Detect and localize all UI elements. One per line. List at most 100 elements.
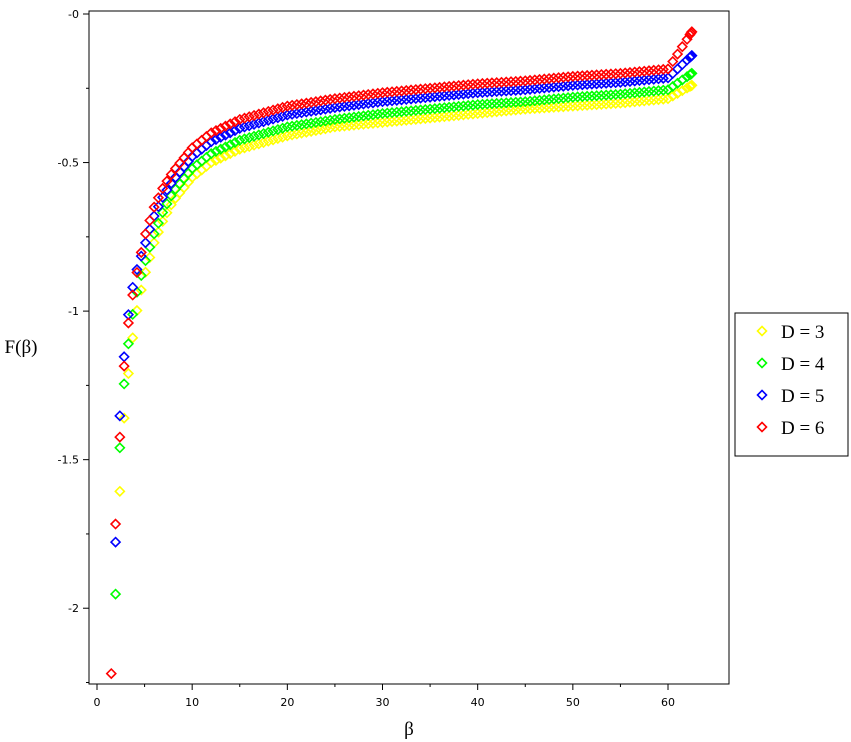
data-point [381, 107, 393, 119]
data-point [122, 338, 135, 350]
data-point [410, 83, 422, 96]
data-point [122, 367, 135, 380]
data-point [643, 65, 655, 77]
data-point [238, 142, 251, 154]
data-point [557, 92, 569, 104]
data-point [329, 93, 341, 105]
data-point [662, 93, 674, 105]
data-point [391, 106, 403, 118]
data-point [248, 130, 260, 142]
y-tick-label: -1.5 [58, 454, 79, 467]
data-point [519, 96, 531, 108]
data-point [281, 130, 293, 142]
data-point [215, 131, 227, 143]
legend-marker [756, 357, 768, 369]
data-point [424, 103, 436, 115]
data-point [215, 143, 227, 155]
data-point [652, 85, 665, 97]
data-point [315, 116, 327, 128]
data-point [500, 85, 512, 97]
data-point [157, 191, 169, 203]
data-point [238, 133, 251, 145]
data-point [538, 82, 550, 94]
data-point [448, 80, 460, 92]
data-point [219, 141, 232, 153]
data-point [462, 79, 474, 91]
data-point [562, 80, 574, 92]
data-point [319, 115, 332, 127]
data-point [552, 72, 565, 84]
data-point [219, 150, 232, 162]
data-point [276, 101, 289, 114]
data-point [224, 139, 236, 151]
data-point [161, 207, 173, 219]
data-point [629, 96, 641, 108]
data-point [671, 63, 684, 75]
data-point [433, 81, 446, 94]
data-point [543, 72, 555, 85]
data-point [514, 84, 527, 96]
data-point [505, 76, 517, 88]
plot-frame [88, 10, 730, 685]
data-point [338, 100, 351, 113]
data-point [362, 97, 374, 110]
data-point [433, 90, 446, 102]
data-point [519, 75, 531, 87]
data-point [476, 107, 489, 119]
data-point [581, 99, 593, 111]
data-point [419, 103, 431, 116]
data-point [591, 78, 603, 90]
data-point [338, 120, 351, 132]
data-point [524, 95, 536, 107]
data-point [300, 118, 313, 130]
data-point [467, 78, 479, 90]
data-point [362, 118, 374, 130]
legend-label: D = 5 [781, 386, 824, 407]
data-point [686, 67, 698, 80]
data-point [267, 104, 279, 116]
data-point [276, 131, 289, 143]
data-point [510, 84, 522, 96]
data-point [453, 79, 465, 92]
axis-ticks: 0 10 20 30 40 50 60 -0 -0.5 -1 -1.5 -2 [58, 8, 675, 709]
data-point [581, 90, 593, 102]
data-point [276, 122, 289, 134]
data-point [338, 112, 351, 124]
data-point [324, 102, 336, 114]
data-point [152, 217, 165, 229]
data-point [481, 107, 493, 119]
data-point [433, 102, 446, 114]
data-point [429, 111, 441, 124]
data-point [476, 98, 489, 110]
data-point [224, 127, 236, 139]
data-point [586, 90, 598, 102]
data-point [457, 88, 470, 100]
data-point [648, 85, 660, 97]
data-point [310, 96, 322, 108]
data-point [586, 69, 598, 81]
data-point [324, 93, 336, 106]
data-point [376, 87, 389, 99]
data-point [215, 152, 227, 164]
data-point [652, 73, 665, 85]
data-point [519, 84, 531, 96]
data-point [500, 97, 512, 109]
data-point [395, 85, 408, 97]
data-point [472, 87, 484, 99]
data-point [491, 85, 503, 98]
data-point [638, 65, 650, 77]
data-point [662, 63, 674, 75]
data-point [591, 98, 603, 111]
data-point [257, 136, 270, 149]
data-point [300, 106, 313, 118]
data-point [529, 74, 541, 86]
data-point [381, 95, 393, 107]
data-point [491, 97, 503, 110]
data-point [491, 77, 503, 89]
data-point [629, 87, 641, 99]
data-point [272, 132, 284, 145]
data-point [353, 119, 365, 131]
data-point [329, 121, 341, 133]
data-point [481, 77, 493, 89]
series-3 [114, 79, 698, 497]
